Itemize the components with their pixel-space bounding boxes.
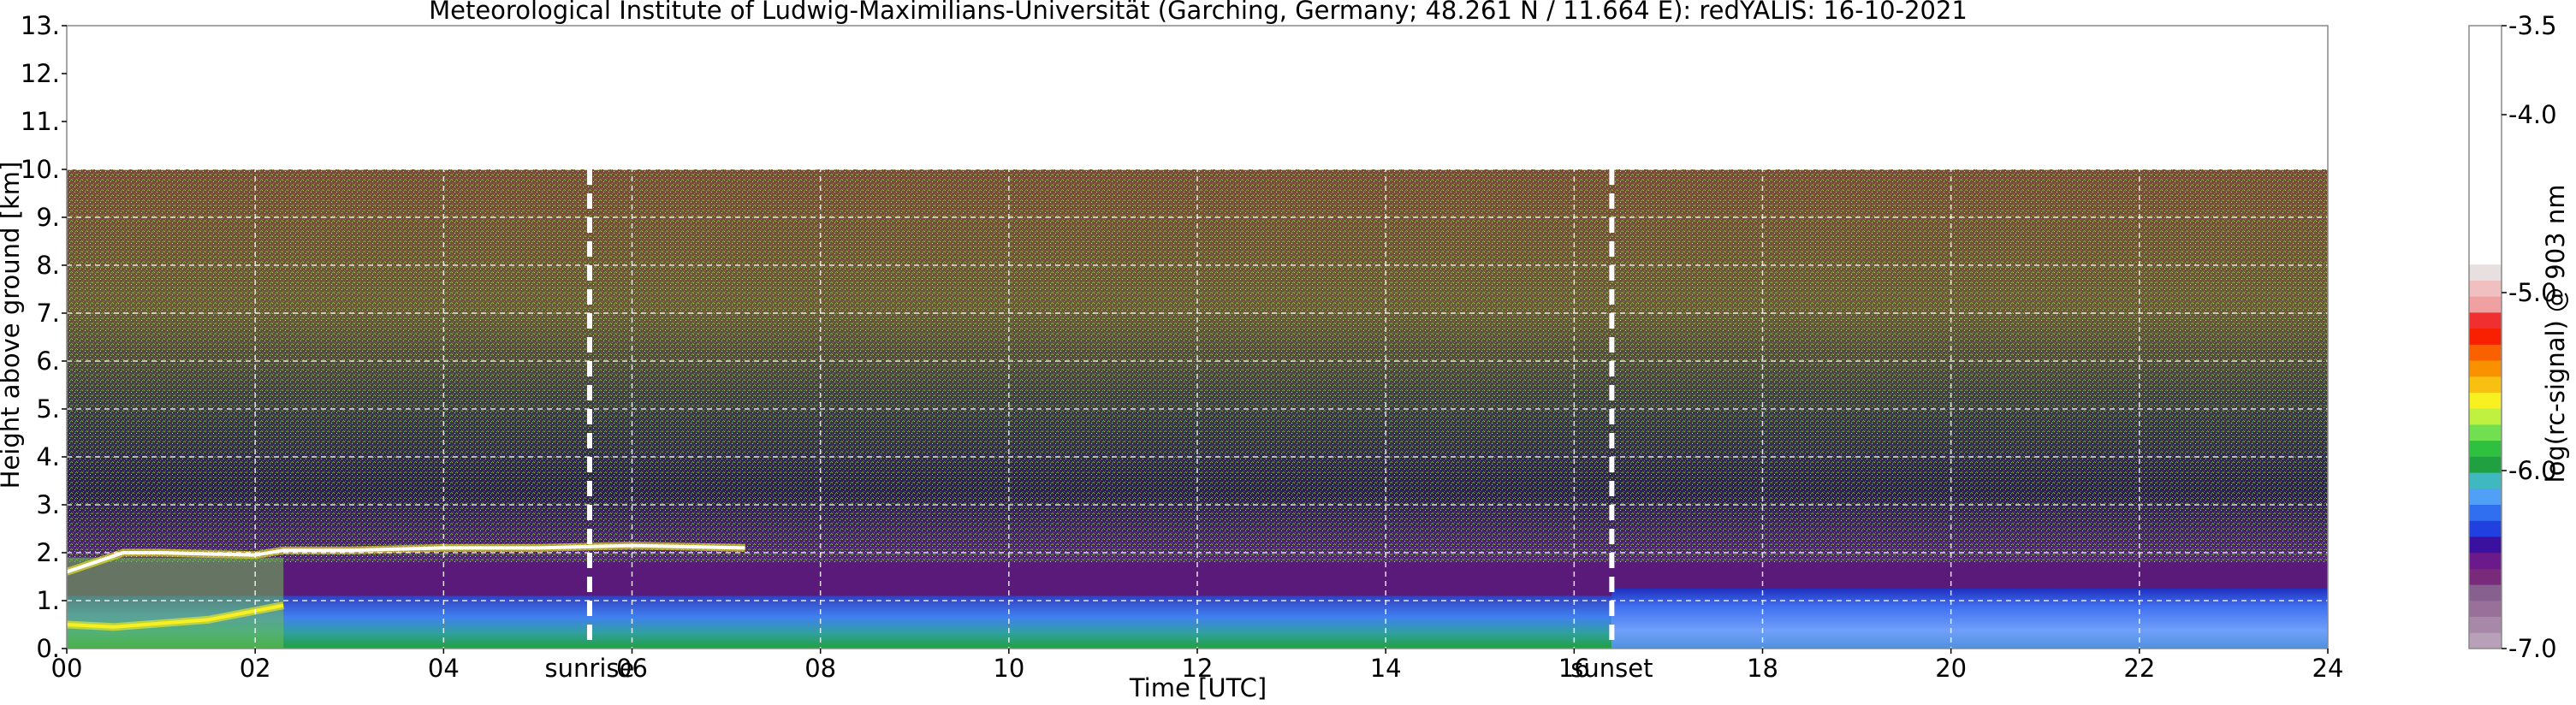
y-tick-label: 8.	[36, 251, 60, 280]
y-tick-label: 13.	[21, 11, 60, 40]
colorbar-swatch	[2469, 456, 2502, 473]
colorbar-swatch	[2469, 264, 2502, 281]
colorbar-swatch	[2469, 408, 2502, 425]
boundary-layer-night	[1611, 589, 2328, 649]
y-tick-label: 10.	[21, 155, 60, 184]
y-tick-label: 7.	[36, 299, 60, 328]
colorbar-swatch	[2469, 328, 2502, 345]
noise-overlay	[67, 169, 2328, 572]
boundary-layer-day	[67, 595, 1612, 649]
marker-sunset-label: sunset	[1570, 654, 1653, 683]
colorbar-swatch	[2469, 520, 2502, 537]
x-tick-label: 20	[1935, 654, 1967, 683]
x-tick-label: 00	[51, 654, 83, 683]
colorbar-swatch	[2469, 392, 2502, 409]
features-layer	[67, 542, 745, 631]
y-tick-label: 4.	[36, 442, 60, 471]
feature-line-0	[67, 543, 745, 574]
colorbar-swatch	[2469, 344, 2502, 361]
colorbar-swatch	[2469, 584, 2502, 601]
colorbar-swatch	[2469, 280, 2502, 297]
colorbar-swatch	[2469, 632, 2502, 649]
colorbar-tick-label: -7.0	[2508, 634, 2557, 663]
colorbar-top	[2469, 26, 2502, 248]
x-axis: 00 02 04 06 08 10 12 14 16 18 20 22 24	[51, 649, 2344, 683]
colorbar-swatch	[2469, 488, 2502, 506]
colorbar-swatch	[2469, 311, 2502, 329]
y-tick-label: 1.	[36, 586, 60, 615]
x-tick-label: 10	[993, 654, 1024, 683]
x-tick-label: 14	[1370, 654, 1402, 683]
colorbar-swatch	[2469, 616, 2502, 633]
x-tick-label: 08	[804, 654, 836, 683]
feature-line-1	[67, 603, 284, 629]
colorbar-label: log(rc-signal) @ 903 nm	[2541, 185, 2570, 483]
y-tick-label: 11.	[21, 107, 60, 136]
colorbar-tick-label: -6.0	[2508, 456, 2557, 485]
early-aerosol-block	[67, 557, 284, 649]
colorbar-swatch	[2469, 296, 2502, 313]
y-tick-label: 6.	[36, 347, 60, 376]
colorbar: -3.5 -4.0 -5.0 -6.0 -7.0	[2468, 11, 2557, 663]
y-axis: 0. 1. 2. 3. 4. 5. 6. 7. 8. 9. 10. 11. 12. 13.	[21, 11, 67, 663]
colorbar-swatch	[2469, 504, 2502, 521]
x-tick-label: 22	[2123, 654, 2155, 683]
colorbar-swatch	[2469, 376, 2502, 393]
grid	[67, 26, 2328, 649]
colorbar-swatch	[2469, 424, 2502, 441]
x-tick-label: 04	[428, 654, 460, 683]
x-tick-label: 16	[1558, 654, 1590, 683]
colorbar-tick-label: -5.0	[2508, 278, 2557, 307]
y-tick-label: 0.	[36, 634, 60, 663]
chart-title: Meteorological Institute of Ludwig-Maxim…	[429, 0, 1968, 25]
sun-markers: sunrise sunset	[545, 169, 1653, 683]
y-tick-label: 5.	[36, 394, 60, 424]
colorbar-swatch	[2469, 536, 2502, 554]
x-axis-label: Time [UTC]	[1129, 673, 1267, 702]
colorbar-swatch	[2469, 552, 2502, 569]
colorbar-tick-label: -4.0	[2508, 100, 2557, 129]
x-tick-label: 24	[2312, 654, 2344, 683]
x-tick-label: 02	[240, 654, 271, 683]
y-tick-label: 3.	[36, 490, 60, 519]
colorbar-swatch	[2469, 248, 2502, 265]
colorbar-swatch	[2469, 568, 2502, 585]
y-axis-label: Height above ground [km]	[0, 162, 25, 489]
y-tick-label: 2.	[36, 538, 60, 567]
colorbar-swatch	[2469, 360, 2502, 377]
colorbar-swatch	[2469, 600, 2502, 618]
x-tick-label: 18	[1747, 654, 1778, 683]
colorbar-frame	[2468, 25, 2502, 649]
marker-sunrise-label: sunrise	[545, 654, 635, 683]
colorbar-tick-label: -3.5	[2508, 11, 2557, 40]
colorbar-swatch	[2469, 440, 2502, 457]
colorbar-swatch	[2469, 472, 2502, 489]
x-tick-label: 06	[616, 654, 648, 683]
x-tick-label: 12	[1182, 654, 1214, 683]
y-tick-label: 12.	[21, 59, 60, 88]
y-tick-label: 9.	[36, 203, 60, 232]
